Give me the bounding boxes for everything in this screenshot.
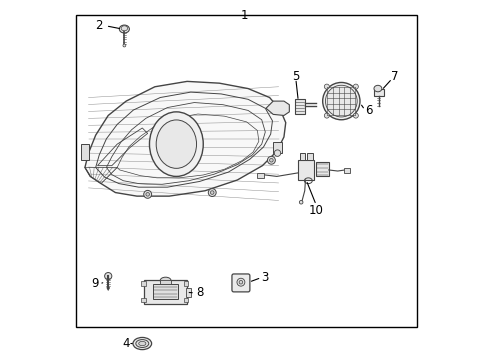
Bar [76, 15, 416, 327]
Text: 9: 9 [91, 278, 99, 291]
Bar [306, 153, 312, 160]
Ellipse shape [160, 277, 171, 284]
Ellipse shape [237, 278, 244, 286]
Ellipse shape [325, 85, 356, 117]
Ellipse shape [156, 120, 196, 168]
Ellipse shape [104, 273, 112, 280]
Ellipse shape [267, 156, 275, 164]
Bar [294, 99, 304, 114]
Text: 4: 4 [122, 337, 130, 350]
Polygon shape [265, 101, 289, 116]
Bar [273, 142, 282, 153]
Ellipse shape [208, 189, 216, 197]
Ellipse shape [353, 113, 358, 118]
Bar [153, 284, 178, 300]
Ellipse shape [299, 201, 303, 204]
Text: 8: 8 [196, 287, 203, 300]
Text: 1: 1 [240, 9, 248, 22]
Ellipse shape [373, 85, 381, 92]
Bar [183, 282, 187, 286]
Text: 6: 6 [364, 104, 371, 117]
Text: 3: 3 [261, 271, 268, 284]
Bar [298, 160, 314, 180]
Ellipse shape [269, 158, 273, 162]
Bar [373, 89, 384, 96]
Text: 7: 7 [390, 69, 398, 82]
Ellipse shape [119, 25, 129, 33]
Ellipse shape [322, 82, 359, 120]
Bar [300, 153, 305, 160]
Ellipse shape [122, 44, 125, 47]
Bar [141, 282, 145, 286]
Text: 5: 5 [291, 69, 299, 82]
Polygon shape [85, 81, 285, 196]
Ellipse shape [145, 193, 149, 196]
Bar [144, 280, 187, 304]
Bar [257, 173, 263, 178]
Ellipse shape [143, 190, 151, 198]
Bar [186, 288, 190, 297]
Bar [160, 280, 171, 284]
Bar [344, 168, 349, 173]
Bar [141, 298, 145, 302]
Ellipse shape [121, 26, 127, 31]
Ellipse shape [353, 84, 358, 89]
Ellipse shape [239, 280, 242, 284]
Bar [81, 144, 88, 160]
Ellipse shape [324, 84, 328, 89]
Ellipse shape [149, 112, 203, 176]
Ellipse shape [136, 339, 148, 347]
Text: 2: 2 [95, 19, 103, 32]
Bar [316, 162, 328, 176]
Ellipse shape [274, 150, 280, 156]
Text: 10: 10 [308, 204, 323, 217]
Ellipse shape [324, 113, 328, 118]
Ellipse shape [210, 191, 214, 194]
Ellipse shape [139, 341, 145, 346]
Polygon shape [106, 288, 109, 291]
FancyBboxPatch shape [231, 274, 249, 292]
Bar [183, 298, 187, 302]
Ellipse shape [133, 337, 151, 350]
